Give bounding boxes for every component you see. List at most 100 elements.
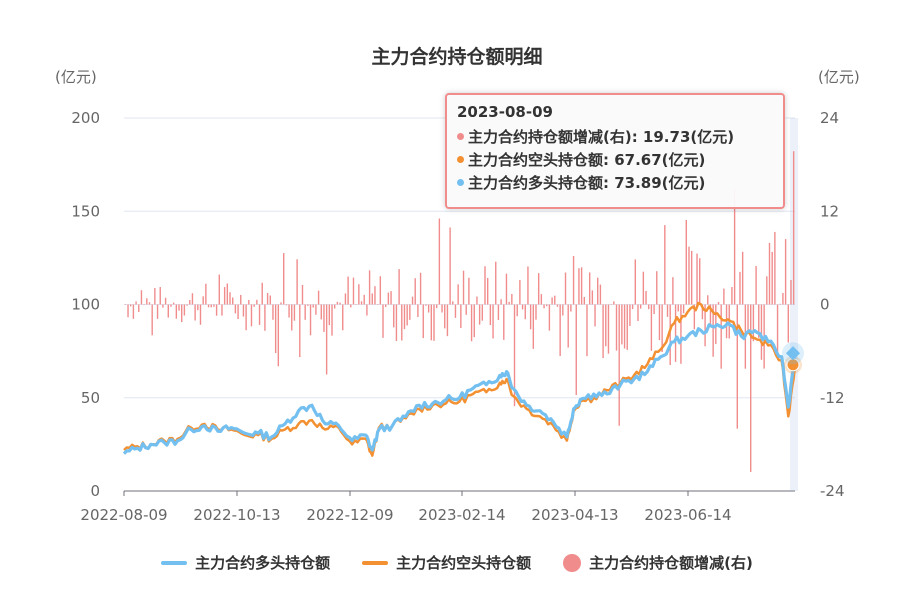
bar bbox=[403, 304, 406, 330]
left-tick-label: 150 bbox=[71, 202, 100, 220]
bar bbox=[704, 304, 706, 347]
bar bbox=[221, 304, 223, 316]
right-tick-label: 12 bbox=[820, 202, 839, 220]
bar bbox=[634, 259, 637, 305]
x-tick-label: 2023-06-14 bbox=[644, 506, 731, 524]
bar bbox=[368, 270, 371, 305]
bar bbox=[181, 304, 183, 323]
bar bbox=[401, 304, 403, 341]
bar bbox=[124, 304, 127, 305]
bar bbox=[602, 304, 604, 359]
tooltip-row-long: 主力合约多头持仓额: 73.89(亿元) bbox=[457, 171, 773, 194]
bar bbox=[492, 304, 494, 339]
bar bbox=[532, 304, 535, 349]
bar bbox=[135, 301, 137, 305]
bar bbox=[462, 270, 465, 305]
bar bbox=[237, 304, 239, 320]
bar bbox=[395, 304, 398, 341]
bar bbox=[269, 295, 271, 305]
bar bbox=[234, 304, 237, 314]
bar bbox=[320, 304, 322, 320]
bar bbox=[771, 251, 773, 305]
bar bbox=[755, 265, 757, 305]
bar bbox=[685, 220, 687, 305]
bar bbox=[537, 273, 540, 305]
bar bbox=[371, 293, 373, 305]
bar bbox=[363, 294, 365, 305]
bar bbox=[653, 304, 655, 315]
right-tick-label: -12 bbox=[820, 389, 845, 407]
bar bbox=[460, 304, 462, 329]
bar bbox=[382, 304, 384, 338]
bar bbox=[398, 269, 400, 305]
bar bbox=[202, 296, 204, 305]
bar bbox=[441, 304, 443, 313]
bar bbox=[546, 304, 548, 307]
bar bbox=[543, 304, 545, 309]
bar bbox=[358, 284, 360, 305]
circle-icon bbox=[563, 553, 582, 572]
legend-item-short[interactable]: 主力合约空头持仓额 bbox=[362, 552, 531, 573]
bar bbox=[215, 304, 218, 316]
bar bbox=[473, 304, 475, 338]
bar bbox=[307, 304, 309, 306]
bar bbox=[207, 304, 210, 308]
bar bbox=[497, 304, 500, 320]
bar bbox=[191, 293, 194, 305]
bar bbox=[183, 304, 186, 316]
bar bbox=[486, 277, 489, 305]
bar bbox=[776, 304, 779, 356]
bar bbox=[148, 302, 151, 305]
bar bbox=[774, 231, 776, 305]
bar bbox=[741, 251, 744, 305]
bar bbox=[564, 272, 567, 305]
bar bbox=[312, 304, 314, 308]
bar bbox=[696, 253, 698, 305]
bar bbox=[468, 277, 470, 305]
bar bbox=[223, 287, 226, 305]
bar bbox=[465, 304, 467, 315]
bar bbox=[280, 302, 282, 305]
bar bbox=[605, 304, 607, 347]
bar bbox=[559, 304, 561, 357]
bar bbox=[452, 301, 454, 305]
bar bbox=[516, 304, 518, 317]
bar bbox=[205, 283, 207, 305]
bar bbox=[446, 304, 449, 337]
bar bbox=[623, 304, 626, 349]
bar bbox=[282, 253, 285, 305]
bar bbox=[752, 304, 755, 342]
legend-item-change[interactable]: 主力合约持仓额增减(右) bbox=[563, 552, 753, 573]
bar bbox=[304, 304, 306, 320]
bar bbox=[438, 218, 441, 305]
bar bbox=[779, 303, 781, 305]
bar bbox=[570, 304, 572, 312]
bar bbox=[384, 304, 387, 307]
x-tick-label: 2022-08-09 bbox=[80, 506, 167, 524]
bar bbox=[639, 304, 642, 309]
bar bbox=[159, 287, 161, 305]
bar bbox=[666, 304, 669, 317]
bar bbox=[701, 304, 704, 320]
bar bbox=[470, 304, 473, 342]
bar bbox=[527, 266, 529, 305]
legend-item-long[interactable]: 主力合约多头持仓额 bbox=[161, 552, 330, 573]
bar bbox=[503, 304, 505, 340]
bar bbox=[433, 304, 435, 341]
right-axis-unit: (亿元) bbox=[818, 68, 860, 86]
bar bbox=[162, 304, 164, 308]
bar bbox=[344, 293, 347, 305]
bar bbox=[725, 304, 728, 339]
bar bbox=[607, 304, 610, 354]
tooltip: 2023-08-09 主力合约持仓额增减(右): 19.73(亿元) 主力合约空… bbox=[445, 93, 785, 209]
bar bbox=[189, 300, 191, 305]
bar bbox=[613, 301, 615, 305]
bar bbox=[599, 284, 602, 305]
series-line-long bbox=[122, 321, 797, 455]
tooltip-row-change: 主力合约持仓额增减(右): 19.73(亿元) bbox=[457, 125, 773, 148]
dot-icon bbox=[457, 179, 464, 186]
bar bbox=[717, 301, 720, 305]
bar bbox=[575, 304, 577, 396]
bar bbox=[578, 268, 580, 305]
